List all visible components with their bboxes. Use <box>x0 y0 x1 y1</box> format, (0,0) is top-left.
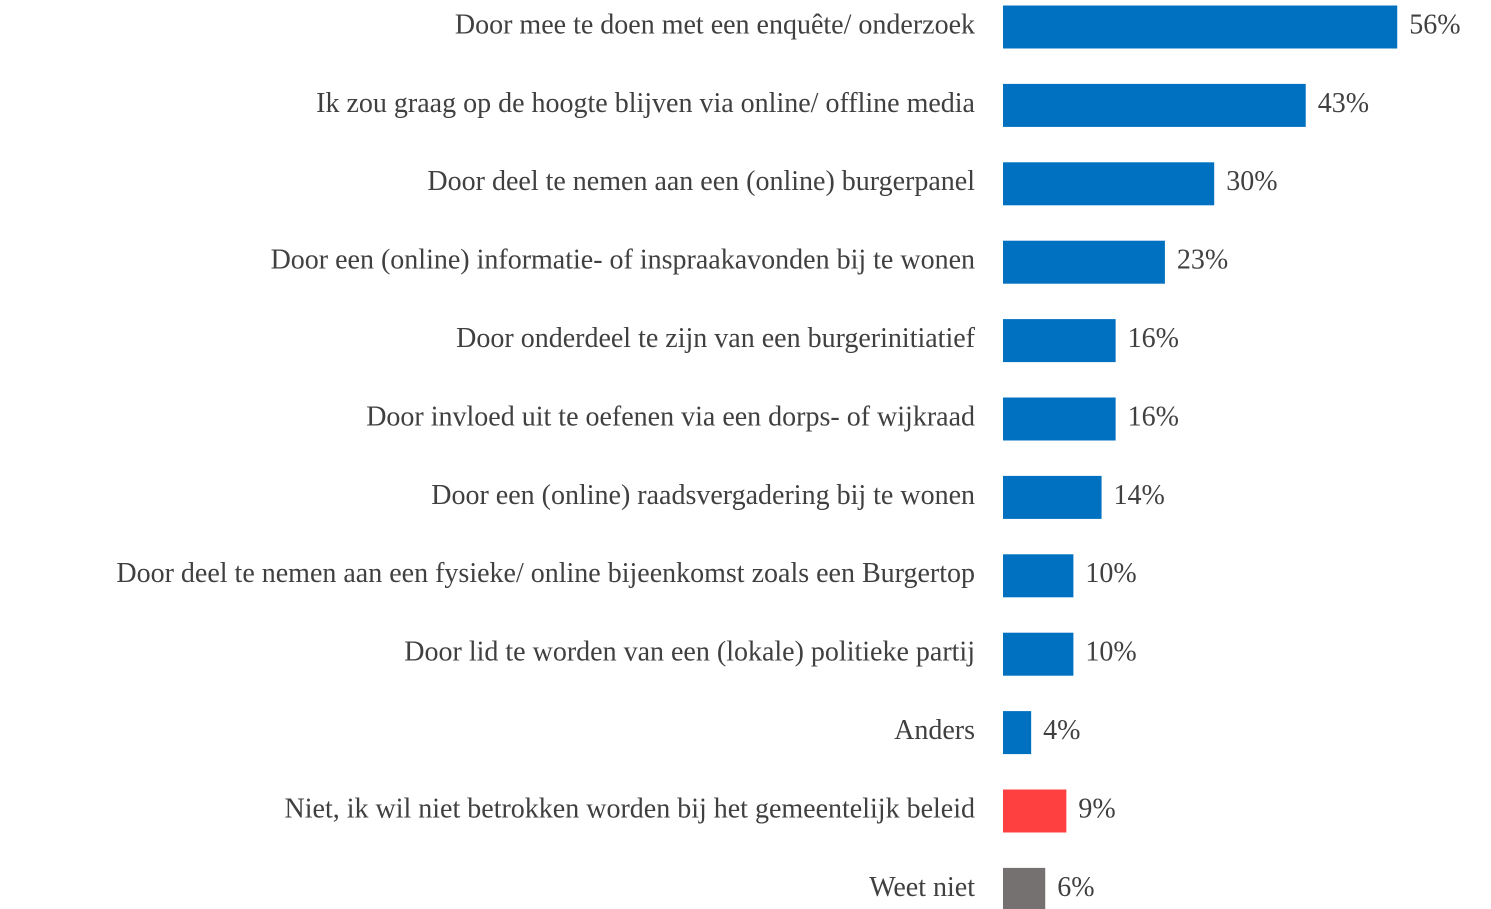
value-label: 16% <box>1128 401 1179 432</box>
value-label: 9% <box>1078 793 1115 824</box>
category-label: Door invloed uit te oefenen via een dorp… <box>366 401 975 432</box>
value-label: 4% <box>1043 715 1080 746</box>
value-label: 56% <box>1409 9 1460 40</box>
bar <box>1003 554 1074 598</box>
category-label: Ik zou graag op de hoogte blijven via on… <box>316 88 975 119</box>
bar <box>1003 475 1102 519</box>
value-label: 6% <box>1057 872 1094 903</box>
value-label: 30% <box>1226 166 1277 197</box>
category-label: Door een (online) informatie- of inspraa… <box>271 245 975 276</box>
category-label: Door lid te worden van een (lokale) poli… <box>404 637 975 668</box>
category-label: Door deel te nemen aan een fysieke/ onli… <box>116 558 975 589</box>
category-label: Door een (online) raadsvergadering bij t… <box>431 480 975 511</box>
bar <box>1003 83 1306 127</box>
value-label: 14% <box>1114 480 1165 511</box>
value-label: 10% <box>1085 637 1136 668</box>
value-label: 23% <box>1177 245 1228 276</box>
category-label: Anders <box>894 715 975 746</box>
value-label: 10% <box>1085 558 1136 589</box>
bar <box>1003 319 1116 363</box>
value-label: 16% <box>1128 323 1179 354</box>
bar <box>1003 397 1116 441</box>
category-label: Door deel te nemen aan een (online) burg… <box>427 166 975 197</box>
category-label: Door mee te doen met een enquête/ onderz… <box>455 9 975 40</box>
bar <box>1003 5 1398 49</box>
bar <box>1003 867 1046 909</box>
bar <box>1003 632 1074 676</box>
bar <box>1003 789 1067 833</box>
bar <box>1003 240 1165 284</box>
category-label: Door onderdeel te zijn van een burgerini… <box>456 323 976 354</box>
category-label: Niet, ik wil niet betrokken worden bij h… <box>285 793 975 824</box>
category-label: Weet niet <box>869 872 975 903</box>
bar <box>1003 162 1215 206</box>
bar <box>1003 711 1032 755</box>
value-label: 43% <box>1318 88 1369 119</box>
